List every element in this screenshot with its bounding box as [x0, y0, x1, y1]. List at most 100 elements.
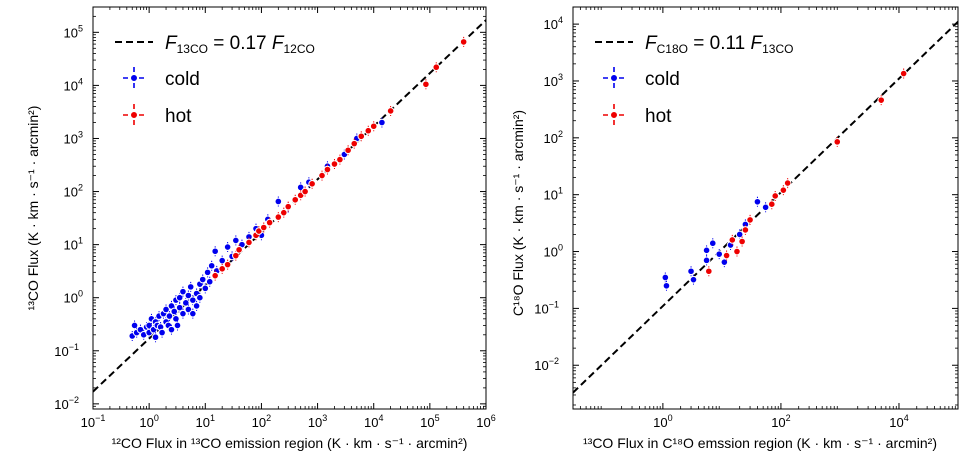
left-y-tick-exponent: −1 [69, 342, 79, 352]
left-y-tick-exponent: 5 [78, 23, 83, 33]
left-hot-point [279, 208, 288, 217]
left-hot-point [344, 146, 352, 155]
right-cold-point [662, 281, 671, 290]
right-hot-point [738, 237, 746, 246]
right-legend-hot-label: hot [645, 106, 672, 127]
left-y-tick-exponent: 2 [78, 183, 83, 193]
left-hot-point [265, 218, 274, 227]
left-hot-point [301, 187, 309, 196]
left-hot-point [245, 238, 253, 247]
left-hot-point [432, 63, 441, 72]
right-hot-point [771, 192, 780, 200]
right-y-tick-label: 10−1 [534, 299, 559, 316]
left-y-tick-label: 103 [64, 129, 83, 146]
left-y-tick-exponent: 3 [78, 129, 83, 139]
left-cold-point [378, 118, 386, 127]
right-plot-frame [572, 6, 959, 410]
right-y-tick-exponent: 2 [558, 129, 563, 139]
left-x-tick-exponent: 3 [322, 413, 327, 423]
left-legend-fit-symbol2: F [272, 33, 285, 54]
left-hot-point [357, 132, 366, 141]
left-cold-point [158, 328, 166, 337]
left-y-tick-exponent: 1 [78, 236, 83, 246]
right-x-axis-label: ¹³CO Flux in C¹⁸O emssion region (K · km… [583, 435, 937, 451]
left-cold-point [223, 243, 232, 251]
left-hot-point [336, 155, 344, 164]
left-cold-point [211, 247, 219, 256]
right-hot-point [746, 216, 754, 224]
left-y-tick-exponent: 0 [78, 289, 83, 299]
right-legend-fit-sub1: C18O [657, 42, 688, 56]
left-x-tick-label: 104 [364, 413, 383, 430]
left-hot-point [284, 202, 293, 211]
left-hot-point [350, 139, 359, 148]
right-legend-fit-sub2: 13CO [762, 42, 793, 56]
right-y-tick-label: 101 [544, 186, 563, 203]
left-cold-point [184, 291, 193, 300]
right-y-tick-exponent: 4 [558, 15, 563, 25]
right-cold-point [708, 239, 717, 248]
right-y-tick-label: 104 [544, 15, 563, 32]
right-y-tick-label: 10−2 [534, 356, 559, 373]
right-legend-cold-marker [610, 74, 618, 82]
left-x-tick-label: 105 [420, 413, 439, 430]
left-hot-point [259, 223, 268, 232]
left-cold-point [205, 277, 214, 286]
left-x-tick-exponent: −1 [95, 413, 105, 423]
left-hot-point [386, 107, 395, 115]
right-legend-fit-symbol: F [645, 33, 658, 54]
right-x-tick-exponent: 0 [668, 413, 673, 423]
left-x-tick-exponent: 0 [154, 413, 159, 423]
left-hot-point [232, 251, 240, 260]
right-hot-point [767, 200, 776, 209]
left-hot-point [323, 165, 332, 174]
left-cold-point [186, 283, 195, 291]
left-hot-point [422, 80, 430, 89]
right-x-tick-exponent: 2 [786, 413, 791, 423]
left-y-tick-label: 10−2 [54, 395, 79, 412]
left-hot-point [308, 179, 316, 188]
left-legend-hot-label: hot [165, 106, 192, 127]
right-hot-point [779, 186, 788, 194]
left-cold-point [274, 197, 283, 206]
right-y-tick-exponent: 3 [558, 72, 563, 82]
right-hot-point [783, 179, 792, 187]
left-legend-fit-sub2: 12CO [284, 42, 315, 56]
left-chart: 10−1 100 101 102 103 104 105 10610−210−11001011… [25, 6, 496, 451]
left-cold-point [179, 309, 187, 318]
right-cold-point [715, 250, 724, 258]
right-x-tick-label: 104 [889, 413, 908, 430]
right-cold-point [687, 267, 695, 276]
left-hot-point [235, 245, 243, 254]
right-y-tick-exponent: −1 [549, 299, 559, 309]
right-y-tick-exponent: 1 [558, 186, 563, 196]
left-cold-point [196, 293, 204, 302]
left-hot-point [330, 160, 339, 168]
left-x-tick-label: 106 [476, 413, 495, 430]
right-hot-point [722, 251, 731, 260]
left-legend-fit-symbol: F [165, 33, 178, 54]
right-cold-point [761, 203, 770, 212]
left-legend-fit-label: F13CO = 0.17 F12CO [165, 33, 315, 56]
left-hot-point [291, 195, 300, 204]
right-legend-fit-mid: = 0.11 [688, 33, 751, 54]
left-y-tick-label: 100 [64, 289, 83, 306]
left-y-tick-exponent: −2 [69, 395, 79, 405]
right-legend-hot-marker [610, 111, 618, 119]
left-y-tick-exponent: 4 [78, 76, 83, 86]
left-y-tick-label: 104 [64, 76, 83, 93]
right-y-tick-label: 100 [544, 243, 563, 260]
left-hot-point [318, 171, 326, 180]
right-cold-point [720, 258, 729, 266]
left-y-axis-label: ¹³CO Flux (K · km · s⁻¹ · arcmin²) [25, 106, 41, 311]
right-cold-point [661, 273, 670, 282]
left-cold-point [165, 312, 174, 320]
left-cold-point [162, 305, 170, 314]
left-x-tick-label: 101 [196, 413, 215, 430]
right-cold-point [689, 275, 698, 284]
right-hot-point [733, 247, 741, 256]
left-x-tick-label: 10−1 [81, 413, 106, 430]
left-cold-point [182, 299, 190, 307]
right-legend-fit-symbol2: F [750, 33, 763, 54]
left-legend-cold-marker [130, 74, 138, 82]
